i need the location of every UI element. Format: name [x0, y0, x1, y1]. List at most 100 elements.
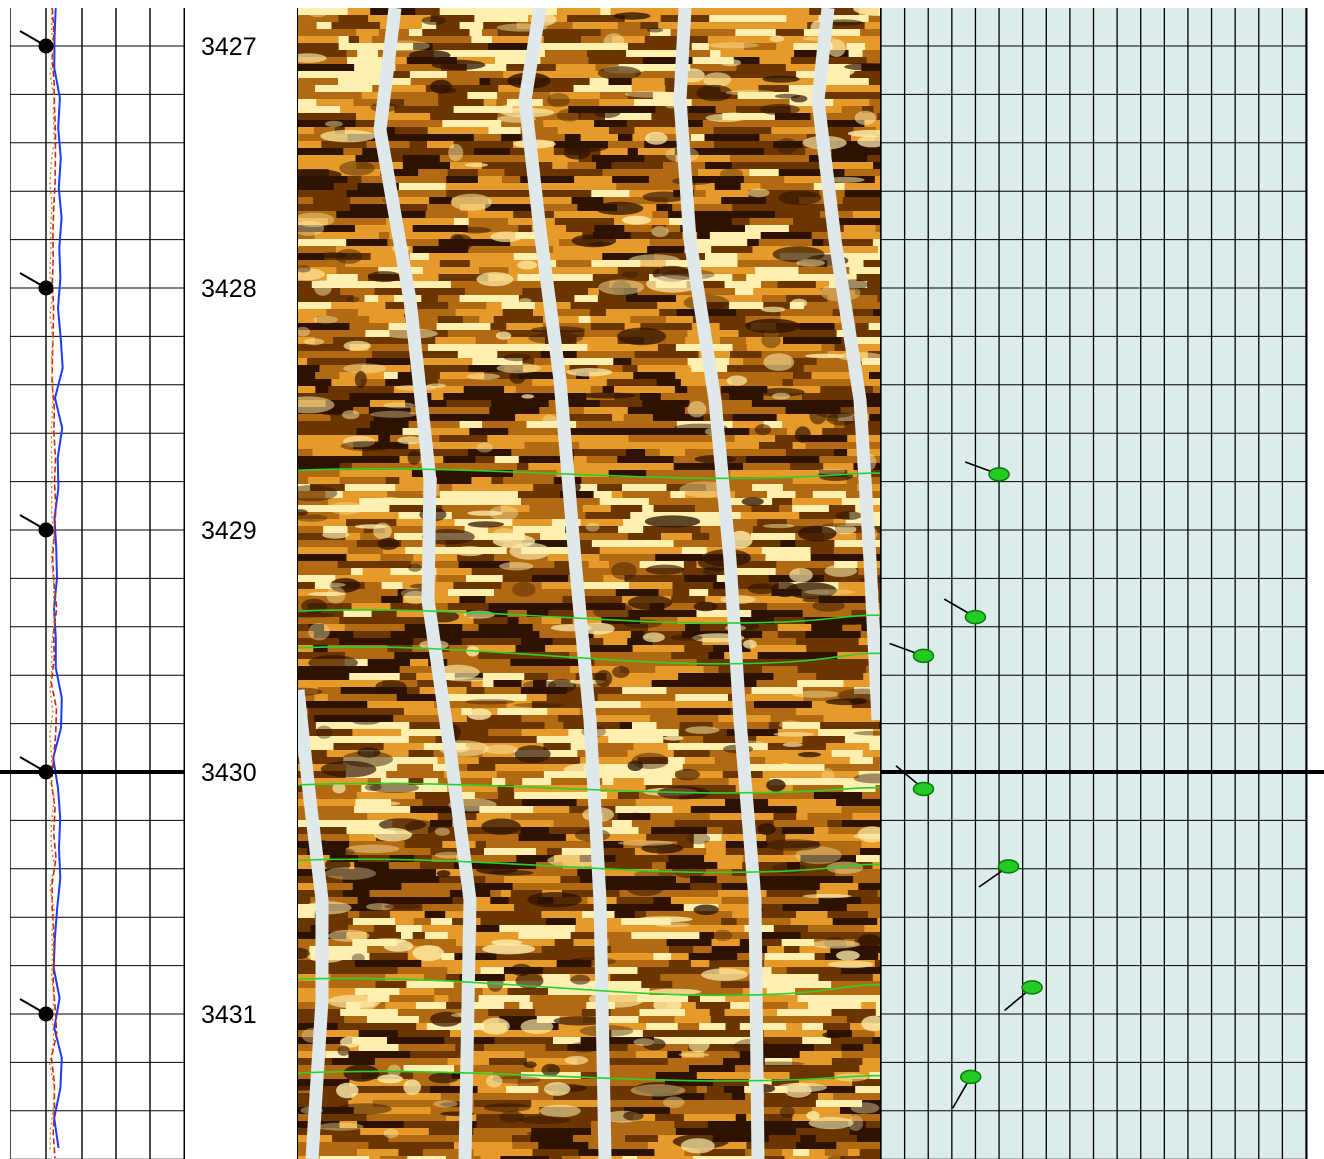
image-pixel-block: [862, 50, 881, 58]
image-dark-feature: [569, 958, 584, 965]
image-pixel-block: [564, 589, 617, 597]
image-pixel-block: [670, 918, 684, 926]
image-pixel-block: [485, 484, 535, 492]
image-pixel-block: [797, 666, 821, 674]
image-pixel-block: [307, 848, 347, 856]
image-dark-feature: [745, 318, 800, 334]
image-pixel-block: [820, 386, 874, 394]
image-pixel-block: [791, 274, 804, 282]
image-pixel-block: [433, 463, 466, 471]
image-pixel-block: [439, 372, 486, 380]
image-pixel-block: [553, 1037, 582, 1045]
image-pixel-block: [819, 666, 868, 674]
image-pixel-block: [611, 1030, 644, 1038]
image-pixel-block: [323, 526, 349, 534]
image-pixel-block: [374, 505, 391, 513]
bed-sinusoid: [297, 858, 881, 874]
image-pixel-block: [351, 463, 392, 471]
image-pixel-block: [385, 1002, 417, 1010]
image-bright-feature: [450, 193, 493, 211]
image-pixel-block: [419, 134, 475, 142]
image-pixel-block: [814, 204, 863, 212]
image-bright-feature: [322, 530, 349, 539]
image-pixel-block: [693, 1156, 754, 1159]
image-pixel-block: [356, 1149, 400, 1157]
image-pixel-block: [568, 729, 595, 737]
image-pixel-block: [469, 260, 518, 268]
image-pixel-block: [640, 610, 698, 618]
image-pixel-block: [764, 50, 796, 58]
image-pixel-block: [422, 449, 470, 457]
image-pixel-block: [751, 911, 797, 919]
image-pixel-block: [751, 687, 804, 695]
image-pixel-block: [858, 638, 872, 646]
image-bright-feature: [326, 586, 346, 604]
image-pixel-block: [447, 659, 467, 667]
image-pixel-block: [742, 449, 787, 457]
image-pixel-block: [321, 505, 376, 513]
image-pixel-block: [877, 113, 881, 121]
image-pixel-block: [603, 1065, 634, 1073]
image-bright-feature: [370, 410, 417, 418]
image-pixel-block: [850, 365, 881, 373]
image-dark-feature: [597, 66, 642, 80]
image-pixel-block: [656, 379, 682, 387]
image-pixel-block: [788, 85, 825, 93]
image-pixel-block: [532, 1149, 558, 1157]
image-pixel-block: [297, 988, 311, 996]
image-dark-feature: [812, 403, 857, 419]
image-pixel-block: [398, 183, 447, 191]
image-pixel-block: [450, 764, 469, 772]
image-pixel-block: [297, 218, 329, 226]
image-pixel-block: [383, 197, 431, 205]
image-pixel-block: [677, 841, 695, 849]
image-pixel-block: [753, 967, 773, 975]
image-pixel-block: [596, 743, 635, 751]
image-pixel-block: [847, 890, 879, 898]
image-pixel-block: [369, 1156, 381, 1159]
image-pixel-block: [395, 484, 441, 492]
image-pixel-block: [567, 15, 626, 23]
image-bright-feature: [397, 436, 423, 445]
image-pixel-block: [447, 785, 499, 793]
image-pixel-block: [729, 589, 773, 597]
image-pixel-block: [574, 295, 599, 303]
image-pixel-block: [438, 652, 480, 660]
image-pixel-block: [461, 638, 523, 646]
image-pixel-block: [436, 568, 473, 576]
image-pixel-block: [681, 547, 708, 555]
image-pixel-block: [842, 624, 863, 632]
image-pixel-block: [603, 638, 629, 646]
image-pixel-block: [448, 589, 495, 597]
image-pixel-block: [819, 456, 869, 464]
image-pixel-block: [514, 792, 562, 800]
image-bright-feature: [720, 59, 741, 67]
image-pixel-block: [396, 610, 420, 618]
image-pixel-block: [508, 344, 560, 352]
image-pixel-block: [297, 99, 318, 107]
image-pixel-block: [622, 365, 639, 373]
image-pixel-block: [466, 687, 486, 695]
image-pixel-block: [576, 57, 590, 65]
image-pixel-block: [521, 799, 541, 807]
image-pixel-block: [683, 127, 695, 135]
image-pixel-block: [691, 218, 716, 226]
image-pixel-block: [499, 155, 531, 163]
image-pixel-block: [768, 722, 784, 730]
image-pixel-block: [745, 225, 790, 233]
image-pixel-block: [554, 190, 593, 198]
image-pixel-block: [535, 1009, 583, 1017]
image-pixel-block: [763, 960, 817, 968]
image-pixel-block: [449, 1079, 466, 1087]
image-pixel-block: [518, 456, 575, 464]
image-pixel-block: [445, 911, 472, 919]
image-pixel-block: [660, 393, 720, 401]
image-pixel-block: [529, 85, 575, 93]
image-dark-feature: [571, 234, 617, 248]
image-pixel-block: [487, 435, 517, 443]
image-pixel-block: [637, 708, 679, 716]
image-pixel-block: [578, 582, 602, 590]
image-pixel-block: [481, 29, 499, 37]
image-bright-feature: [434, 827, 450, 836]
image-pixel-block: [402, 155, 441, 163]
